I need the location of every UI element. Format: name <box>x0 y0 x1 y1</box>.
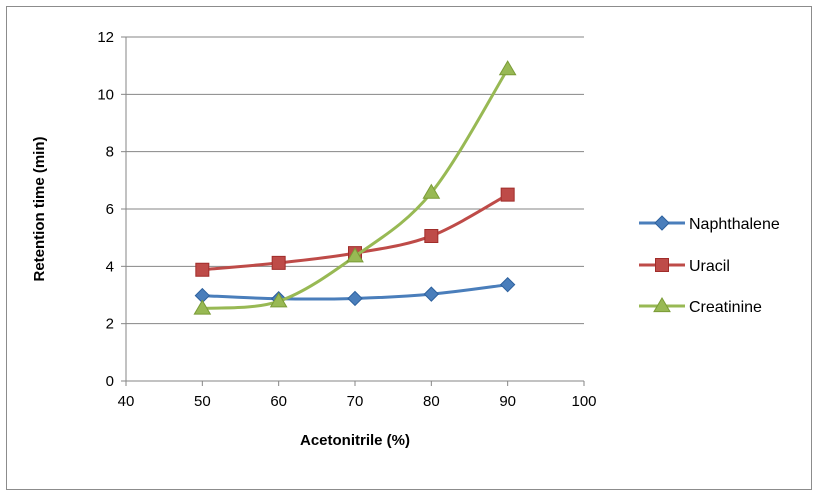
legend-label-naphthalene: Naphthalene <box>689 216 780 233</box>
legend-entry-uracil: Uracil <box>639 258 730 275</box>
x-axis-title: Acetonitrile (%) <box>300 432 410 449</box>
legend-label-creatinine: Creatinine <box>689 299 762 316</box>
point-uracil-80 <box>424 228 439 243</box>
legend-marker-naphthalene <box>654 215 670 231</box>
x-tick-label-60: 60 <box>270 393 287 410</box>
y-tick-labels: 0 2 4 6 8 10 12 <box>97 29 114 390</box>
x-tick-label-50: 50 <box>194 393 211 410</box>
series-naphthalene <box>194 276 516 307</box>
point-uracil-50 <box>195 262 210 277</box>
series-uracil <box>195 187 515 277</box>
point-naphthalene-70 <box>347 290 363 307</box>
gridlines <box>126 36 584 325</box>
legend: Naphthalene Uracil Creatinine <box>639 215 780 316</box>
x-tick-label-40: 40 <box>118 393 135 410</box>
point-creatinine-80 <box>422 183 441 199</box>
point-naphthalene-80 <box>423 286 440 302</box>
y-axis-title: Retention time (min) <box>31 136 48 281</box>
axes <box>121 36 585 386</box>
y-tick-label-12: 12 <box>97 29 114 46</box>
y-tick-label-4: 4 <box>106 258 114 275</box>
point-creatinine-60 <box>269 292 288 308</box>
x-tick-label-70: 70 <box>347 393 364 410</box>
y-tick-label-10: 10 <box>97 86 114 103</box>
point-creatinine-70 <box>346 247 364 263</box>
x-tick-label-80: 80 <box>423 393 440 410</box>
point-uracil-90 <box>500 187 515 202</box>
x-tick-label-100: 100 <box>571 393 596 410</box>
series-line-creatinine <box>202 68 509 310</box>
series-lines <box>193 60 517 315</box>
legend-marker-creatinine <box>653 297 671 313</box>
point-creatinine-50 <box>193 299 212 315</box>
series-creatinine <box>193 60 517 315</box>
point-creatinine-90 <box>498 60 517 76</box>
y-tick-label-8: 8 <box>106 144 114 161</box>
legend-label-uracil: Uracil <box>689 258 730 275</box>
y-tick-label-2: 2 <box>106 316 114 333</box>
legend-entry-naphthalene: Naphthalene <box>639 215 780 233</box>
point-uracil-60 <box>271 255 286 270</box>
y-tick-label-0: 0 <box>106 373 114 390</box>
x-tick-label-90: 90 <box>499 393 516 410</box>
x-tick-labels: 40 50 60 70 80 90 100 <box>118 393 597 410</box>
line-chart: 0 2 4 6 8 10 12 40 50 60 70 80 90 100 Acetonitrile (… <box>31 29 780 449</box>
y-tick-label-6: 6 <box>106 201 114 218</box>
chart-frame: 0 2 4 6 8 10 12 40 50 60 70 80 90 100 Acetonitrile (… <box>6 6 812 490</box>
legend-marker-uracil <box>655 258 669 272</box>
point-naphthalene-90 <box>499 276 516 293</box>
legend-entry-creatinine: Creatinine <box>639 297 762 316</box>
